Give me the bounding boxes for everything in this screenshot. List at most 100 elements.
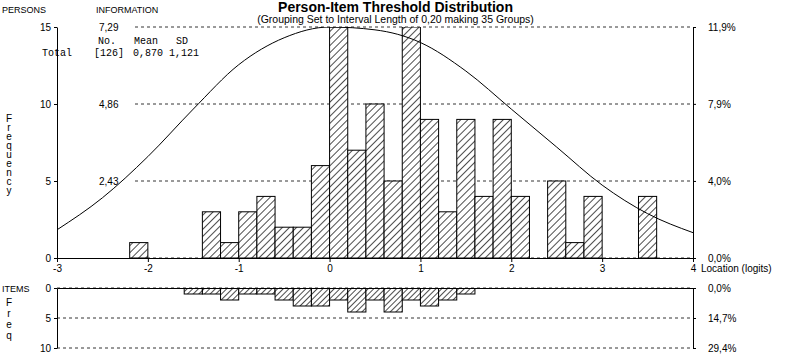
tick-mark xyxy=(330,258,331,262)
grid-line xyxy=(57,348,693,349)
tick-mark xyxy=(693,288,696,289)
tick-label: -3 xyxy=(53,263,62,274)
tick-label: 14,7% xyxy=(708,313,736,324)
bar xyxy=(348,288,366,312)
plot-area xyxy=(184,288,475,312)
stats-header: SD xyxy=(176,36,188,47)
information-tick-label: 4,86 xyxy=(99,99,119,110)
tick-label: 11,9% xyxy=(708,22,736,33)
bar xyxy=(566,243,584,258)
tick-mark xyxy=(148,258,149,262)
bar xyxy=(202,212,220,258)
bar xyxy=(584,196,602,258)
bar xyxy=(148,258,166,259)
tick-label: 29,4% xyxy=(708,343,736,354)
bar xyxy=(366,288,384,300)
stats-table: No.MeanSDTotal[126]0,8701,121 xyxy=(42,36,199,59)
grid-line xyxy=(57,318,693,319)
panel: 05100,0%14,7%29,4%ITEMSFreq xyxy=(2,283,736,354)
bar xyxy=(602,258,620,259)
tick-label: 0 xyxy=(45,253,51,264)
axis-line xyxy=(58,288,694,289)
tick-label: 5 xyxy=(45,176,51,187)
stats-row-label: Total xyxy=(42,48,72,59)
bar xyxy=(75,258,93,259)
bar xyxy=(293,227,311,258)
bar xyxy=(457,119,475,258)
bar xyxy=(366,104,384,258)
stats-header: Mean xyxy=(134,36,158,47)
bar xyxy=(439,212,457,258)
tick-mark xyxy=(54,288,57,289)
bar xyxy=(166,258,184,259)
tick-label: 15 xyxy=(40,22,52,33)
information-tick-label: 7,29 xyxy=(99,22,119,33)
bar xyxy=(293,288,311,306)
tick-label: 4,0% xyxy=(708,176,731,187)
tick-label: 10 xyxy=(40,99,52,110)
x-axis: -3-2-101234 xyxy=(53,258,697,274)
bar xyxy=(257,196,275,258)
panel: Person-Item Threshold Distribution(Group… xyxy=(2,0,772,274)
tick-mark xyxy=(693,318,696,319)
bar xyxy=(221,288,239,300)
bar xyxy=(529,258,547,259)
axis-line xyxy=(58,258,694,259)
tick-mark xyxy=(239,258,240,262)
tick-mark xyxy=(693,27,696,28)
tick-label: 4 xyxy=(691,263,697,274)
bar xyxy=(93,258,111,259)
tick: 3 xyxy=(600,258,606,274)
tick-label: -1 xyxy=(235,263,244,274)
chart: Person-Item Threshold Distribution(Group… xyxy=(0,0,791,361)
bar xyxy=(420,119,438,258)
axis-line xyxy=(57,28,58,259)
tick-label: 0,0% xyxy=(708,283,731,294)
subtitle: (Grouping Set to Interval Length of 0,20… xyxy=(257,13,534,25)
tick: 7,9% xyxy=(693,99,731,110)
bar xyxy=(638,196,656,258)
tick-mark xyxy=(511,258,512,262)
tick: -1 xyxy=(235,258,244,274)
bar xyxy=(330,27,348,258)
tick: 0 xyxy=(327,258,333,274)
tick: 0,0% xyxy=(693,283,731,294)
tick: -2 xyxy=(144,258,153,274)
x-axis-title: Location (logits) xyxy=(701,263,772,274)
axis-line xyxy=(57,289,58,349)
bar xyxy=(620,258,638,259)
bar xyxy=(311,288,329,306)
bar xyxy=(275,227,293,258)
axis-line xyxy=(693,28,694,259)
information-tick-label: 2,43 xyxy=(99,176,119,187)
tick-mark xyxy=(693,348,696,349)
tick-mark xyxy=(693,181,696,182)
bar xyxy=(439,288,457,300)
tick-mark xyxy=(54,181,57,182)
tick: 1 xyxy=(418,258,424,274)
stats-header: No. xyxy=(98,36,116,47)
y-axis-title: Freq xyxy=(6,297,12,341)
y-axis-title-letter: y xyxy=(7,185,12,196)
tick-mark xyxy=(54,27,57,28)
bar xyxy=(402,288,420,300)
stats-value: 0,870 xyxy=(133,48,163,59)
y2-axis: 0,0% 14,7% 29,4% xyxy=(693,283,736,354)
tick: 0 xyxy=(45,283,57,294)
panel-label: ITEMS xyxy=(2,284,30,294)
tick: 29,4% xyxy=(693,343,736,354)
bar xyxy=(275,288,293,300)
bar xyxy=(239,212,257,258)
panel-label: PERSONS xyxy=(2,5,46,15)
y-axis-title-letter: F xyxy=(6,297,12,308)
tick-mark xyxy=(54,318,57,319)
tick: 5 xyxy=(45,176,57,187)
x-axis xyxy=(58,288,694,289)
tick: 4,0% xyxy=(693,176,731,187)
tick-label: 5 xyxy=(45,313,51,324)
tick: 14,7% xyxy=(693,313,736,324)
bar xyxy=(348,150,366,258)
bar xyxy=(57,258,75,259)
bar xyxy=(475,196,493,258)
bar xyxy=(221,243,239,258)
